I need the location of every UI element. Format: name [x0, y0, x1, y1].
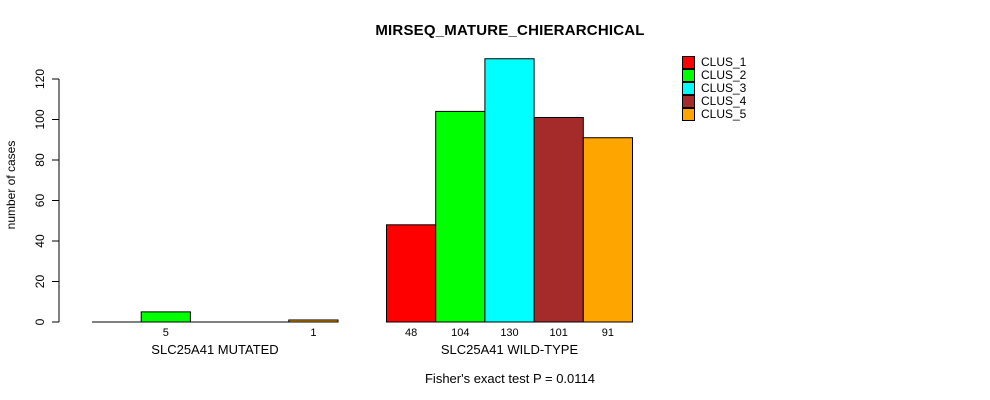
legend: CLUS_1 CLUS_2 CLUS_3 CLUS_4 CLUS_5 — [682, 56, 746, 121]
group-label: SLC25A41 MUTATED — [151, 342, 278, 357]
legend-item-CLUS_4: CLUS_4 — [682, 95, 746, 108]
legend-label: CLUS_4 — [701, 94, 747, 108]
legend-item-CLUS_1: CLUS_1 — [682, 56, 746, 69]
bar-CLUS_5 — [582, 137, 633, 323]
y-tick-label: 100 — [33, 109, 47, 129]
bar-CLUS_1 — [386, 224, 437, 323]
bar-count-label: 1 — [310, 327, 316, 339]
y-tick-label: 120 — [33, 69, 47, 89]
y-tick-label: 20 — [33, 275, 47, 289]
y-tick-label: 0 — [33, 318, 47, 325]
bar-CLUS_2 — [435, 110, 486, 323]
bar-count-label: 101 — [550, 327, 568, 339]
legend-label: CLUS_5 — [701, 107, 747, 121]
legend-item-CLUS_3: CLUS_3 — [682, 82, 746, 95]
legend-swatch-CLUS_2 — [682, 69, 695, 82]
legend-swatch-CLUS_3 — [682, 82, 695, 95]
legend-item-CLUS_2: CLUS_2 — [682, 69, 746, 82]
legend-label: CLUS_1 — [701, 55, 747, 69]
bar-count-label: 5 — [163, 327, 169, 339]
bar-count-label: 130 — [500, 327, 518, 339]
y-tick-label: 40 — [33, 234, 47, 248]
legend-label: CLUS_3 — [701, 81, 747, 95]
group-label: SLC25A41 WILD-TYPE — [441, 342, 579, 357]
fisher-test-note: Fisher's exact test P = 0.0114 — [424, 371, 596, 386]
legend-swatch-CLUS_1 — [682, 56, 695, 69]
chart-title: MIRSEQ_MATURE_CHIERARCHICAL — [375, 22, 645, 39]
bar-CLUS_4 — [533, 116, 584, 323]
bar-CLUS_5 — [288, 319, 339, 323]
y-tick-label: 80 — [33, 153, 47, 167]
y-tick-label: 60 — [33, 194, 47, 208]
bar-count-label: 104 — [451, 327, 469, 339]
bar-CLUS_3 — [484, 58, 535, 323]
bar-count-label: 91 — [602, 327, 614, 339]
legend-label: CLUS_2 — [701, 68, 747, 82]
legend-item-CLUS_5: CLUS_5 — [682, 108, 746, 121]
legend-swatch-CLUS_4 — [682, 95, 695, 108]
bar-CLUS_2 — [140, 311, 191, 323]
bar-count-label: 48 — [405, 327, 417, 339]
legend-swatch-CLUS_5 — [682, 108, 695, 121]
